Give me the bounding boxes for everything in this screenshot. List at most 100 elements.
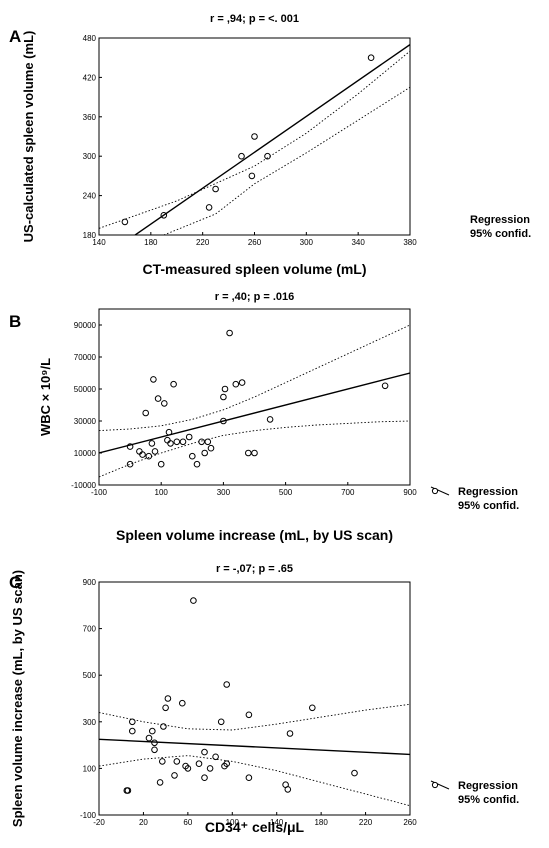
y-tick-label: 480 <box>83 34 97 43</box>
data-point <box>212 185 219 193</box>
x-tick-label: 60 <box>183 818 192 827</box>
data-point <box>149 727 156 735</box>
data-point <box>226 329 233 337</box>
data-point <box>248 172 256 180</box>
data-point <box>129 727 136 735</box>
x-tick-label: 500 <box>279 488 293 497</box>
panel-letter: B <box>9 312 21 331</box>
data-point <box>145 734 153 742</box>
x-tick-label: 700 <box>341 488 355 497</box>
legend-regression: Regression <box>458 486 518 498</box>
data-point <box>217 718 225 726</box>
legend-point-marker <box>431 487 439 495</box>
data-point <box>151 739 158 747</box>
data-point <box>193 460 201 468</box>
plot-frame <box>98 37 411 236</box>
x-axis-label: CT-measured spleen volume (mL) <box>142 261 366 277</box>
x-tick-label: 260 <box>403 818 417 827</box>
data-point <box>161 400 168 407</box>
x-tick-label: 220 <box>196 238 210 247</box>
data-point <box>351 769 358 777</box>
data-point <box>156 779 164 786</box>
data-point <box>201 774 208 782</box>
data-point <box>173 758 181 765</box>
data-point <box>159 758 166 765</box>
regression-line <box>99 372 410 454</box>
y-tick-label: 300 <box>83 152 97 161</box>
data-point <box>126 460 134 468</box>
x-tick-label: 340 <box>351 238 365 247</box>
data-point <box>170 380 177 388</box>
y-axis-label: WBC × 10⁹/L <box>38 358 53 436</box>
data-point <box>238 152 245 160</box>
data-point <box>201 748 208 756</box>
data-point <box>286 730 294 737</box>
x-tick-label: -20 <box>93 818 105 827</box>
data-point <box>179 699 186 707</box>
x-tick-label: 300 <box>300 238 314 247</box>
y-axis-label: Spleen volume increase (mL, by US scan) <box>10 570 25 827</box>
y-tick-label: 420 <box>83 73 97 82</box>
y-tick-label: 700 <box>83 625 97 634</box>
data-point <box>160 723 167 730</box>
data-point <box>151 448 159 455</box>
x-tick-label: 20 <box>139 818 148 827</box>
legend-confidence: 95% confid. <box>458 500 519 512</box>
y-tick-label: 500 <box>83 671 97 680</box>
data-point <box>212 753 219 761</box>
data-point <box>189 452 196 460</box>
x-axis-label: CD34⁺ cells/μL <box>205 819 305 835</box>
ci-lower-line <box>99 755 410 807</box>
x-axis-label: Spleen volume increase (mL, by US scan) <box>116 527 393 543</box>
data-point <box>245 711 253 719</box>
ci-lower-line <box>163 86 410 235</box>
x-tick-label: 900 <box>403 488 417 497</box>
regression-line <box>99 738 410 756</box>
data-point <box>205 204 213 211</box>
data-point <box>266 416 274 423</box>
data-point <box>245 449 252 457</box>
data-point <box>204 438 212 446</box>
data-point <box>173 438 181 446</box>
data-point <box>245 774 253 782</box>
data-point <box>136 448 143 455</box>
data-point <box>238 379 246 386</box>
y-tick-label: 70000 <box>74 353 97 362</box>
data-point <box>284 786 292 793</box>
data-point <box>198 438 205 446</box>
data-point <box>251 449 258 457</box>
x-tick-label: 260 <box>248 238 262 247</box>
panel-letter: A <box>9 27 21 46</box>
data-point <box>126 443 134 450</box>
y-tick-label: 300 <box>83 718 97 727</box>
x-tick-label: 300 <box>217 488 231 497</box>
legend-regression: Regression <box>470 214 530 226</box>
data-point <box>367 54 375 62</box>
y-tick-label: 240 <box>83 192 97 201</box>
data-point <box>167 440 174 447</box>
y-tick-label: -100 <box>80 811 97 820</box>
data-point <box>232 380 240 388</box>
chart-title: r = -,07; p = .65 <box>216 563 293 575</box>
data-point <box>221 385 229 393</box>
data-point <box>171 772 178 779</box>
ci-upper-line <box>99 50 410 229</box>
ci-upper-line <box>99 324 410 432</box>
data-point <box>151 746 158 754</box>
legend-point-marker <box>431 781 439 789</box>
data-point <box>223 681 230 688</box>
data-point <box>309 704 316 712</box>
plot-frame <box>98 308 411 486</box>
data-point <box>164 436 171 444</box>
legend: Regression 95% confid. <box>470 214 531 240</box>
x-tick-label: 100 <box>155 488 169 497</box>
data-point <box>148 440 156 447</box>
y-tick-label: 100 <box>83 764 97 773</box>
data-point <box>264 152 271 160</box>
data-point <box>184 765 192 772</box>
legend: Regression 95% confid. <box>430 486 519 512</box>
x-tick-label: 140 <box>92 238 106 247</box>
data-point <box>220 393 227 401</box>
